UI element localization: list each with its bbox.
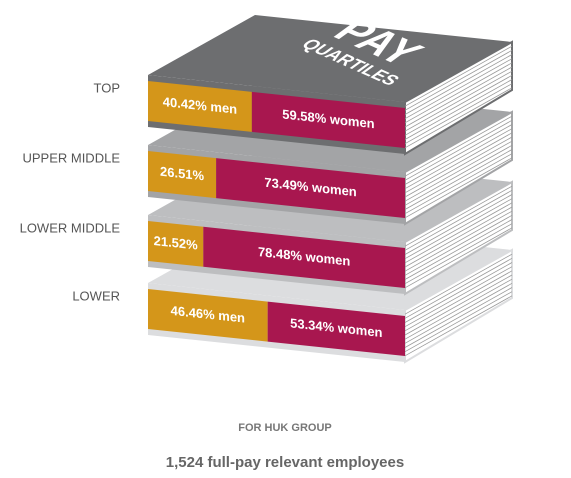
page-line [404, 206, 513, 268]
page-line [404, 132, 513, 194]
page-line [404, 87, 513, 149]
page-line [404, 219, 513, 280]
page-line [404, 144, 513, 206]
page-line [404, 194, 513, 255]
page-line [404, 66, 513, 128]
page-line [404, 185, 513, 247]
strip: 21.52%78.48% women [148, 221, 406, 289]
page-line [404, 83, 513, 145]
page-line [404, 295, 513, 357]
page-line [404, 58, 513, 120]
page-line [404, 45, 513, 107]
page-line [404, 278, 513, 340]
page-line [404, 128, 513, 190]
bar-segment [216, 158, 405, 219]
page-line [404, 115, 513, 177]
page-line [404, 223, 513, 285]
page-line [404, 49, 513, 111]
page-line [404, 119, 513, 181]
chart-subtitle: FOR HUK GROUP [238, 422, 332, 434]
chart-note: 1,524 full-pay relevant employees [166, 454, 404, 471]
page-line [404, 149, 513, 210]
book-cover [148, 15, 512, 102]
page-line [404, 124, 513, 185]
page-line [404, 136, 513, 198]
category-label: TOP [94, 80, 121, 95]
page-line [404, 189, 513, 251]
bar-segment [251, 91, 406, 149]
page-line [404, 270, 513, 332]
page-line [404, 274, 513, 336]
data-label: 21.52% [154, 233, 198, 253]
page-line [404, 214, 513, 276]
bar-segment [267, 301, 405, 357]
strip: 26.51%73.49% women [148, 151, 405, 219]
page-line [404, 153, 513, 215]
category-label: LOWER [72, 288, 120, 303]
bar-segment [148, 151, 217, 199]
page-line [404, 266, 513, 328]
page-line [404, 291, 513, 353]
data-label: 26.51% [160, 164, 204, 184]
page-line [404, 74, 513, 136]
page-line [404, 198, 513, 260]
page-line [404, 287, 513, 348]
page-line [404, 140, 513, 202]
page-line [404, 257, 513, 319]
page-line [404, 210, 513, 272]
page-line [404, 70, 513, 132]
category-label: LOWER MIDDLE [20, 220, 121, 235]
bar-segment [148, 81, 252, 132]
bar-segment [148, 289, 268, 342]
bar-segment [148, 221, 204, 267]
category-label: UPPER MIDDLE [22, 150, 120, 165]
page-line [404, 262, 513, 323]
page-line [404, 202, 513, 264]
bar-segment [203, 226, 406, 289]
page-line [404, 253, 513, 315]
page-line [404, 282, 513, 344]
page-line [404, 62, 513, 124]
page-line [404, 157, 513, 219]
page-line [404, 227, 513, 289]
page-line [404, 54, 513, 115]
page-line [404, 79, 513, 140]
